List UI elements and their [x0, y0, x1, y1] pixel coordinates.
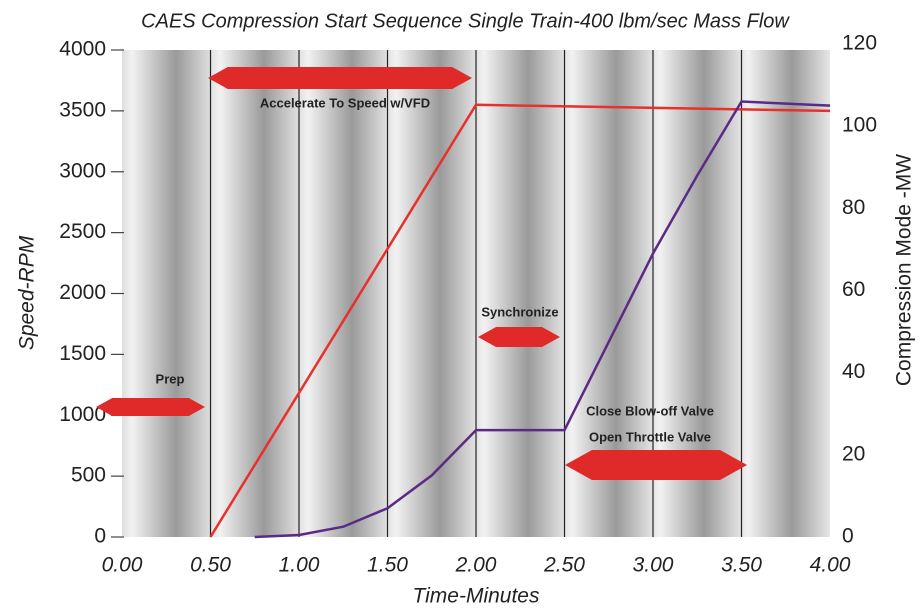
annotation-arrow — [208, 67, 472, 89]
y-tick-label: 2000 — [59, 281, 106, 304]
y-tick-label: 1000 — [59, 403, 106, 426]
annotation-label: Prep — [156, 371, 185, 386]
y2-tick-label: 120 — [842, 32, 877, 55]
y-axis-title: Speed-RPM — [16, 235, 39, 350]
x-tick-label: 2.00 — [455, 554, 497, 577]
annotation-arrow — [478, 327, 560, 347]
annotation-arrow — [565, 450, 747, 480]
y-tick-label: 500 — [71, 464, 106, 487]
y-tick-label: 4000 — [59, 38, 106, 61]
series-line — [209, 103, 831, 538]
y2-tick-label: 60 — [842, 278, 865, 301]
y2-tick-label: 0 — [842, 525, 854, 548]
annotation-label: Accelerate To Speed w/VFD — [260, 95, 430, 110]
series-line — [254, 100, 831, 539]
x-tick-label: 3.50 — [721, 554, 762, 577]
x-tick-label: 1.00 — [279, 554, 320, 577]
annotation-label: Open Throttle Valve — [589, 429, 711, 444]
x-tick-label: 3.00 — [633, 554, 674, 577]
y2-tick-label: 20 — [842, 442, 865, 465]
y2-tick-label: 40 — [842, 360, 865, 383]
x-tick-label: 2.50 — [543, 554, 585, 577]
annotation-arrow — [96, 398, 205, 416]
annotation-label: Close Blow-off Valve — [586, 403, 714, 418]
annotation-label: Synchronize — [481, 304, 558, 319]
chart-title: CAES Compression Start Sequence Single T… — [141, 10, 790, 32]
y2-axis-title: Compression Mode -MW — [893, 154, 916, 386]
x-axis-title: Time-Minutes — [412, 585, 540, 608]
y-tick-label: 0 — [94, 525, 106, 548]
x-tick-label: 0.50 — [190, 554, 231, 577]
x-tick-label: 1.50 — [367, 554, 408, 577]
x-tick-label: 4.00 — [810, 554, 851, 577]
y-tick-label: 3000 — [59, 159, 106, 182]
x-tick-label: 0.00 — [102, 554, 143, 577]
y-tick-label: 3500 — [59, 98, 106, 121]
y2-tick-label: 80 — [842, 196, 865, 219]
y-tick-label: 2500 — [59, 220, 106, 243]
y2-tick-label: 100 — [842, 114, 877, 137]
y-tick-label: 1500 — [59, 342, 106, 365]
